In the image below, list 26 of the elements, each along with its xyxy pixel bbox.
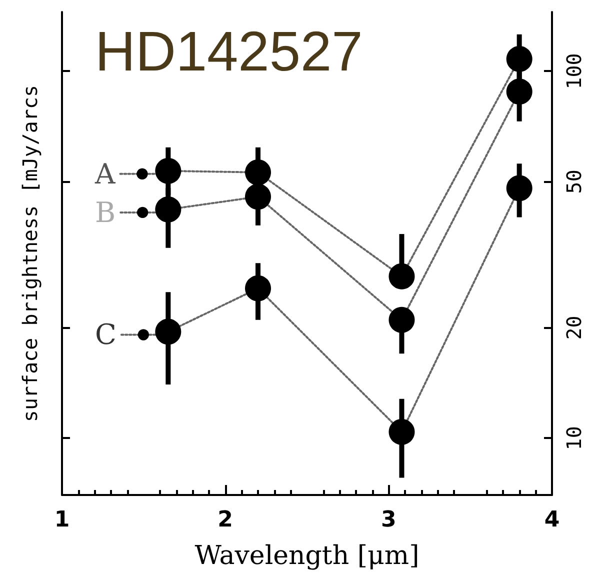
point — [245, 275, 271, 302]
point — [245, 159, 271, 186]
point — [388, 418, 415, 445]
point — [155, 196, 182, 222]
point — [388, 306, 415, 333]
point — [245, 184, 271, 210]
point — [155, 158, 182, 184]
y-tick-label: 50 — [562, 170, 586, 194]
legend-label: B — [95, 196, 116, 229]
y-axis-title: surface brightness [mJy/arcs — [18, 84, 42, 422]
x-tick-label: 1 — [54, 508, 70, 532]
x-axis-title: Wavelength [μm] — [194, 541, 420, 571]
legend-label: C — [94, 318, 116, 352]
point — [506, 46, 532, 72]
chart-title: HD142527 — [95, 20, 363, 82]
legend-label: A — [94, 157, 116, 190]
point — [388, 263, 415, 290]
y-tick-label: 100 — [562, 53, 586, 90]
point — [506, 175, 532, 202]
x-tick-label: 4 — [544, 508, 560, 532]
point — [506, 78, 532, 105]
point — [155, 318, 182, 345]
y-tick-label: 20 — [562, 316, 586, 340]
x-tick-label: 3 — [381, 508, 396, 532]
x-tick-label: 2 — [218, 508, 233, 532]
y-tick-label: 10 — [562, 426, 586, 450]
